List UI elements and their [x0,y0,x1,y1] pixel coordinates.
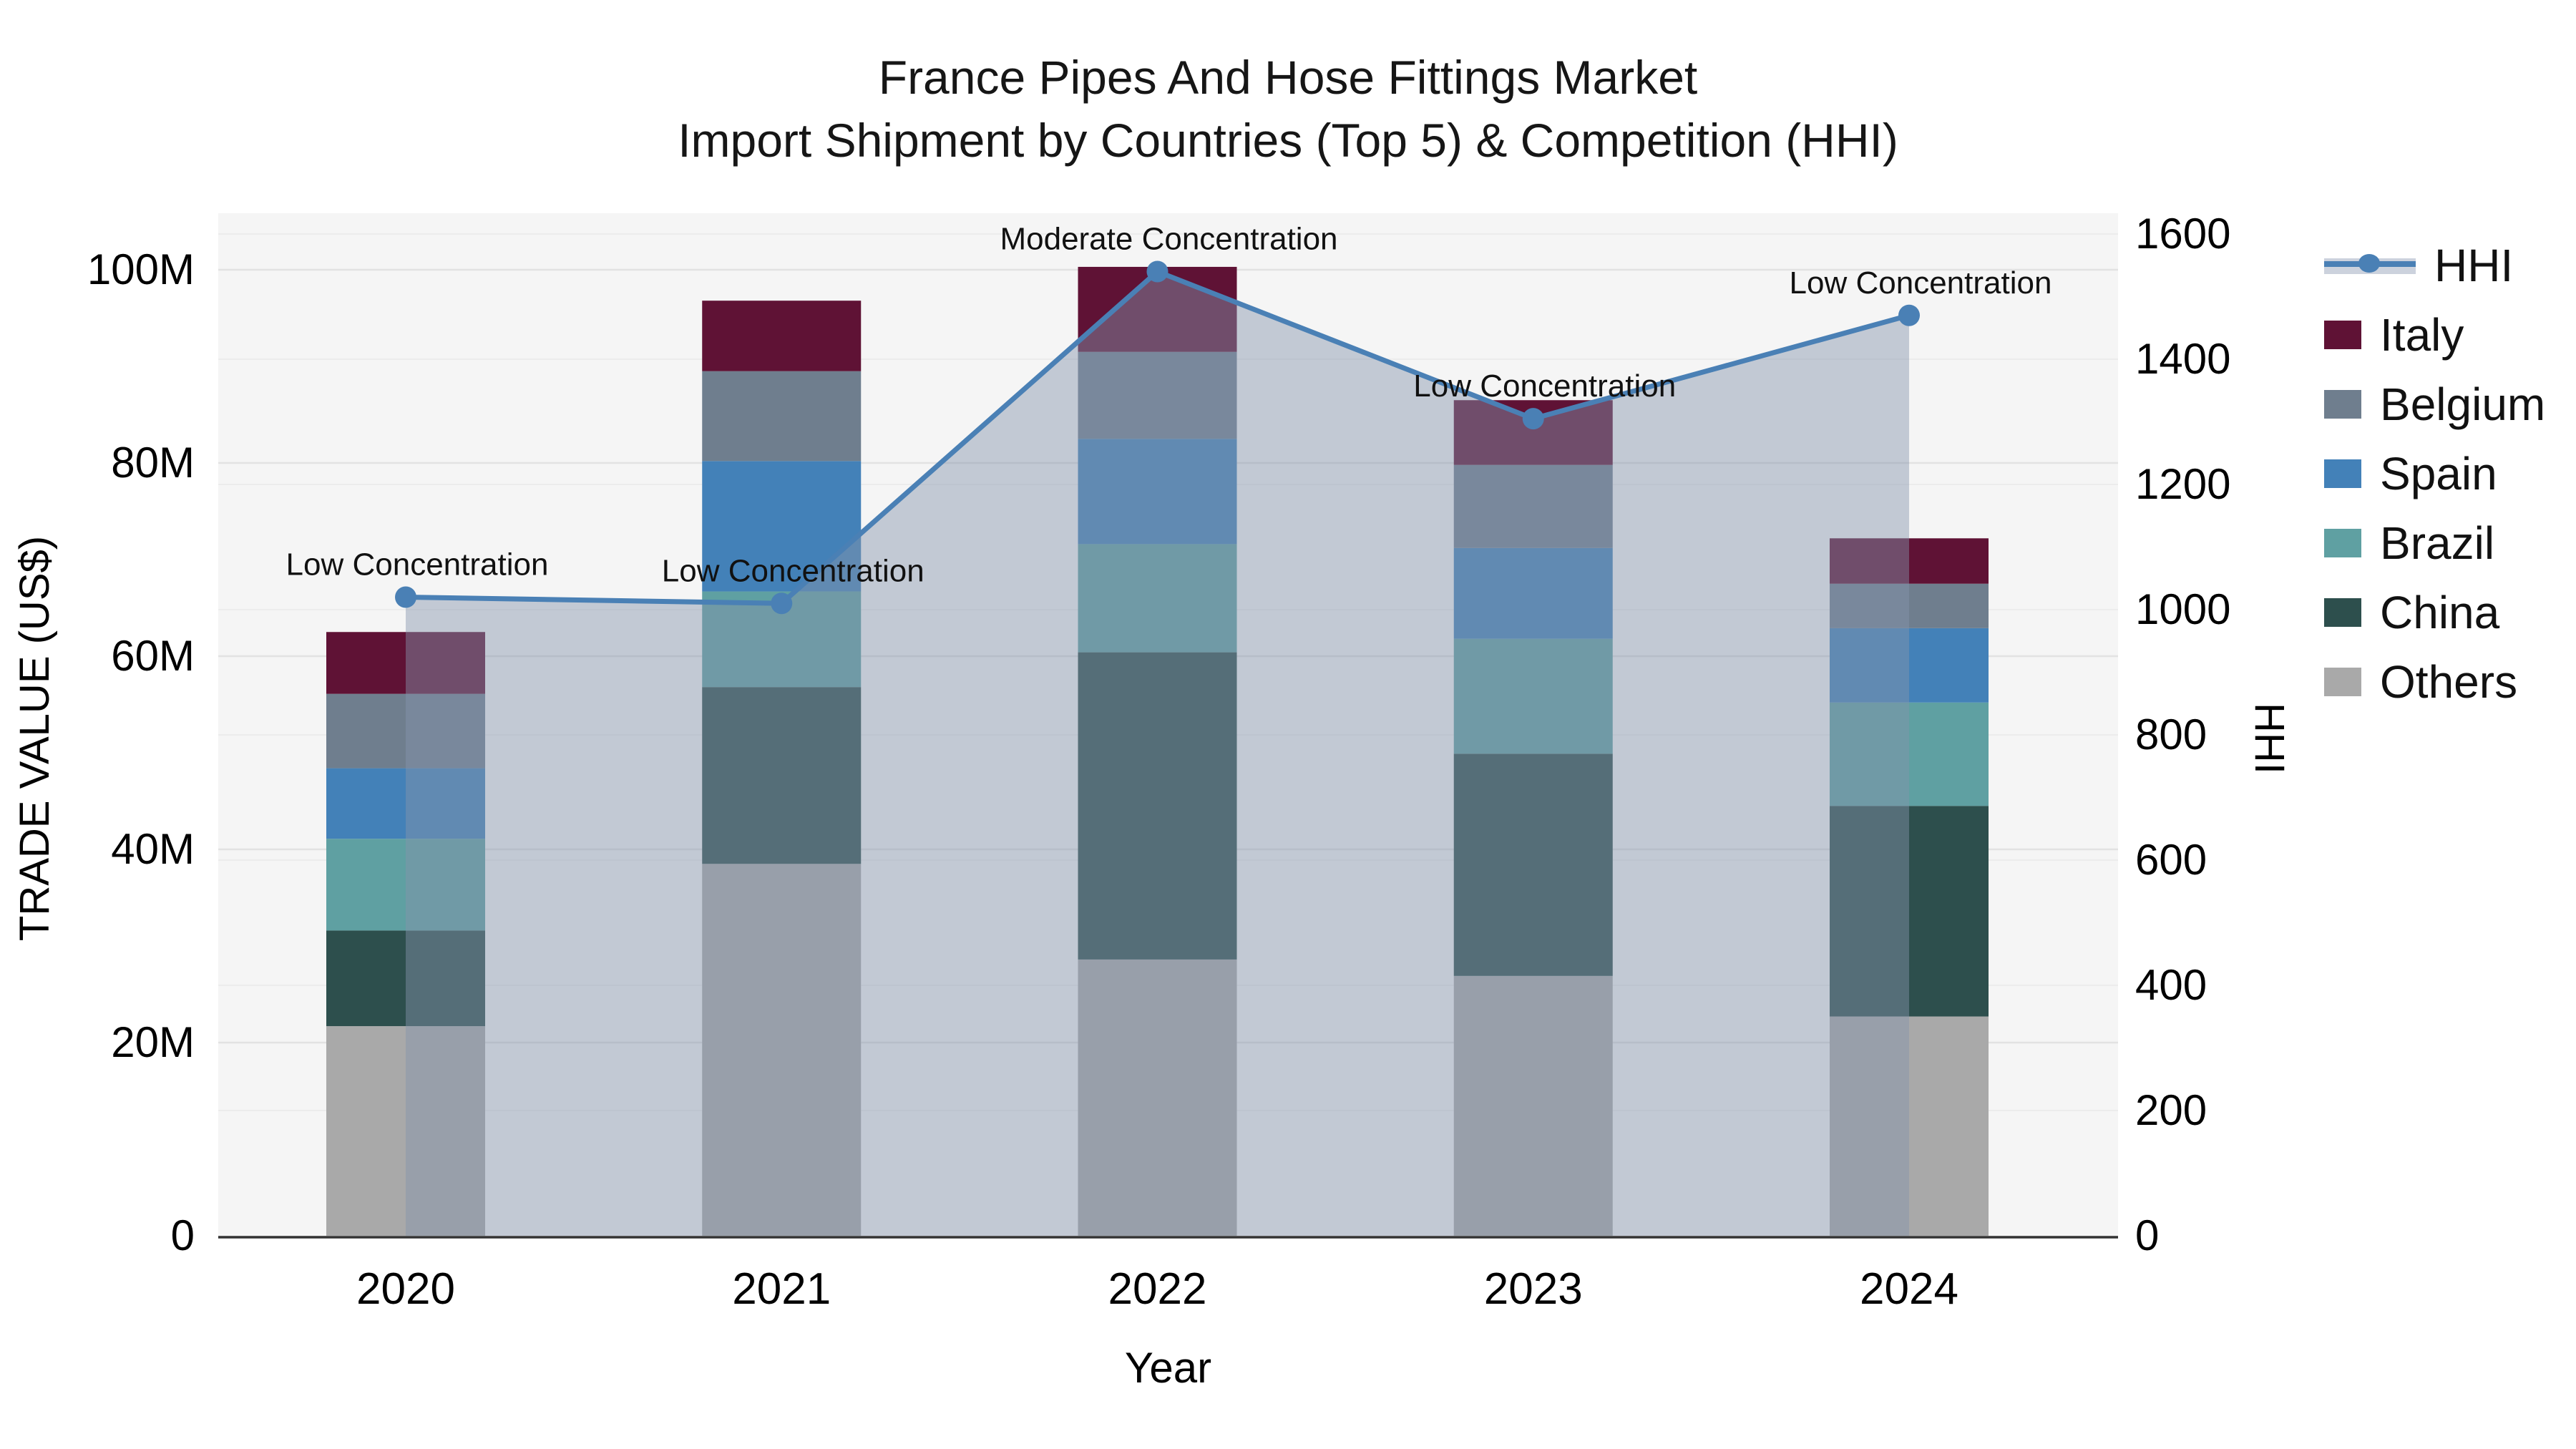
bar-segment-china-2020[interactable] [326,930,485,1027]
y-left-axis-title: TRADE VALUE (US$) [11,536,58,941]
bar-segment-brazil-2023[interactable] [1453,638,1613,754]
x-tick-2021: 2021 [732,1264,831,1314]
hhi-marker-2020[interactable] [395,586,416,608]
x-tick-2024: 2024 [1860,1264,1958,1314]
annotation-2021: Low Concentration [662,553,924,588]
y-right-tick-1400: 1400 [2135,335,2230,383]
bar-segment-belgium-2024[interactable] [1830,583,1989,628]
legend-label-china: China [2380,586,2500,638]
legend-swatch-belgium [2324,389,2361,419]
annotation-2024: Low Concentration [1790,265,2052,301]
bar-segment-belgium-2023[interactable] [1453,464,1613,548]
y-left-tick-60M: 60M [111,632,195,680]
bar-segment-brazil-2020[interactable] [326,839,485,931]
annotation-2022: Moderate Concentration [1000,222,1337,257]
bar-segment-spain-2020[interactable] [326,768,485,839]
hhi-marker-2024[interactable] [1898,304,1920,326]
chart-legend: HHI Italy Belgium Spain Brazil China Others [2324,230,2545,716]
bar-segment-italy-2020[interactable] [326,632,485,694]
y-right-tick-800: 800 [2135,711,2207,758]
bar-segment-italy-2021[interactable] [702,301,862,371]
y-right-tick-1000: 1000 [2135,585,2230,633]
chart-title-line1: France Pipes And Hose Fittings Market [878,51,1698,104]
bar-segment-spain-2022[interactable] [1078,439,1237,545]
legend-item-hhi[interactable]: HHI [2324,230,2545,300]
legend-item-others[interactable]: Others [2324,647,2545,716]
chart-title: France Pipes And Hose Fittings Market Im… [0,46,2576,172]
legend-label-italy: Italy [2380,308,2464,361]
legend-item-brazil[interactable]: Brazil [2324,508,2545,577]
x-tick-2023: 2023 [1484,1264,1583,1314]
y-left-tick-100M: 100M [87,245,195,293]
legend-hhi-line-icon [2324,253,2416,278]
hhi-marker-2022[interactable] [1146,260,1169,283]
y-right-tick-600: 600 [2135,836,2207,884]
bar-segment-belgium-2022[interactable] [1078,351,1237,439]
bar-segment-others-2023[interactable] [1453,975,1613,1236]
legend-item-china[interactable]: China [2324,577,2545,647]
bar-segment-china-2024[interactable] [1830,806,1989,1017]
bar-segment-spain-2024[interactable] [1830,628,1989,703]
bar-segment-belgium-2020[interactable] [326,693,485,769]
y-right-tick-1600: 1600 [2135,210,2230,258]
y-left-tick-80M: 80M [111,439,195,487]
x-tick-2022: 2022 [1108,1264,1207,1314]
y-right-tick-400: 400 [2135,961,2207,1009]
legend-label-brazil: Brazil [2380,517,2495,569]
x-axis-title: Year [1125,1344,1211,1392]
bar-segment-others-2020[interactable] [326,1026,485,1236]
bar-segment-china-2023[interactable] [1453,753,1613,976]
y-right-axis-title: HHI [2246,703,2293,774]
bar-segment-others-2022[interactable] [1078,959,1237,1236]
legend-label-hhi: HHI [2434,239,2514,291]
annotation-2023: Low Concentration [1413,369,1676,404]
y-right-tick-0: 0 [2135,1211,2159,1259]
legend-label-others: Others [2380,655,2518,708]
y-right-tick-200: 200 [2135,1086,2207,1134]
hhi-marker-2023[interactable] [1522,408,1544,430]
bar-segment-others-2021[interactable] [702,864,862,1236]
x-tick-2020: 2020 [356,1264,455,1314]
legend-item-belgium[interactable]: Belgium [2324,369,2545,439]
hhi-area-fill [406,271,1909,1236]
bar-segment-italy-2024[interactable] [1830,538,1989,584]
legend-swatch-china [2324,597,2361,627]
legend-swatch-spain [2324,459,2361,488]
annotation-2020: Low Concentration [286,547,549,582]
legend-item-spain[interactable]: Spain [2324,439,2545,508]
y-left-tick-20M: 20M [111,1018,195,1066]
bar-segment-others-2024[interactable] [1830,1016,1989,1236]
bar-segment-belgium-2021[interactable] [702,371,862,462]
bar-segment-spain-2021[interactable] [702,461,862,592]
y-left-tick-40M: 40M [111,825,195,873]
legend-swatch-italy [2324,320,2361,349]
bar-segment-china-2021[interactable] [702,687,862,864]
hhi-marker-2021[interactable] [771,592,793,615]
chart-title-line2: Import Shipment by Countries (Top 5) & C… [678,114,1898,167]
bar-segment-brazil-2022[interactable] [1078,544,1237,653]
y-right-tick-1200: 1200 [2135,460,2230,508]
bar-segment-spain-2023[interactable] [1453,547,1613,639]
y-left-tick-0: 0 [171,1211,195,1259]
bar-segment-brazil-2024[interactable] [1830,702,1989,806]
legend-swatch-brazil [2324,528,2361,557]
legend-swatch-others [2324,667,2361,696]
legend-label-spain: Spain [2380,447,2497,499]
legend-item-italy[interactable]: Italy [2324,300,2545,369]
legend-label-belgium: Belgium [2380,378,2546,430]
bar-segment-china-2022[interactable] [1078,652,1237,960]
